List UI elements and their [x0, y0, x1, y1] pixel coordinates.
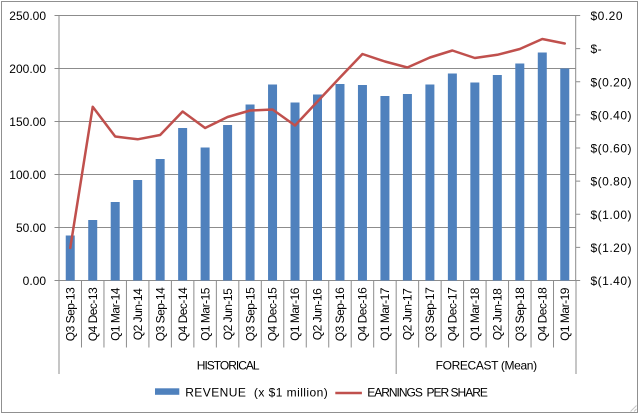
svg-text:$(0.80): $(0.80)	[591, 175, 633, 189]
svg-text:Q1 Mar-17: Q1 Mar-17	[378, 287, 392, 341]
svg-text:Q1 Mar-18: Q1 Mar-18	[468, 287, 482, 341]
svg-text:Q2 Jun-14: Q2 Jun-14	[131, 288, 145, 340]
svg-text:Q4 Dec-18: Q4 Dec-18	[535, 287, 549, 341]
svg-text:Q3 Sep-13: Q3 Sep-13	[63, 287, 77, 341]
svg-text:Q3 Sep-18: Q3 Sep-18	[513, 287, 527, 341]
svg-text:Q4 Dec-13: Q4 Dec-13	[86, 287, 100, 341]
svg-text:Q4 Dec-16: Q4 Dec-16	[356, 287, 370, 341]
svg-text:200.00: 200.00	[9, 62, 46, 76]
svg-text:Q4 Dec-14: Q4 Dec-14	[176, 287, 190, 341]
svg-text:Q1 Mar-15: Q1 Mar-15	[198, 287, 212, 341]
svg-text:Q3 Sep-16: Q3 Sep-16	[333, 287, 347, 341]
svg-text:100.00: 100.00	[9, 168, 46, 182]
svg-text:0.00: 0.00	[23, 274, 47, 288]
svg-text:$0.20: $0.20	[591, 9, 624, 23]
svg-text:Q4 Dec-15: Q4 Dec-15	[266, 287, 280, 341]
svg-text:Q4 Dec-17: Q4 Dec-17	[446, 287, 460, 341]
svg-text:Q2 Jun-17: Q2 Jun-17	[401, 288, 415, 340]
svg-text:$-: $-	[591, 42, 603, 56]
svg-text:Q3 Sep-14: Q3 Sep-14	[153, 287, 167, 341]
svg-text:EARNINGS PER SHARE: EARNINGS PER SHARE	[367, 386, 488, 400]
svg-text:Q1 Mar-14: Q1 Mar-14	[108, 287, 122, 341]
svg-text:$(1.20): $(1.20)	[591, 241, 633, 255]
svg-text:Q3 Sep-15: Q3 Sep-15	[243, 287, 257, 341]
svg-text:FORECAST (Mean): FORECAST (Mean)	[436, 359, 537, 373]
svg-text:150.00: 150.00	[9, 115, 46, 129]
svg-text:$(1.40): $(1.40)	[591, 274, 633, 288]
svg-text:Q3 Sep-17: Q3 Sep-17	[423, 287, 437, 341]
svg-text:$(0.60): $(0.60)	[591, 142, 633, 156]
svg-text:Q1 Mar-16: Q1 Mar-16	[288, 287, 302, 341]
svg-text:HISTORICAL: HISTORICAL	[197, 359, 260, 373]
svg-text:250.00: 250.00	[9, 9, 46, 23]
svg-text:Q2 Jun-15: Q2 Jun-15	[221, 288, 235, 340]
svg-text:REVENUE (x $1 million): REVENUE (x $1 million)	[185, 386, 328, 400]
svg-text:50.00: 50.00	[16, 221, 46, 235]
svg-text:$(1.00): $(1.00)	[591, 208, 633, 222]
svg-text:Q2 Jun-16: Q2 Jun-16	[311, 288, 325, 340]
svg-text:$(0.20): $(0.20)	[591, 75, 633, 89]
svg-text:Q2 Jun-18: Q2 Jun-18	[491, 288, 505, 340]
svg-text:$(0.40): $(0.40)	[591, 108, 633, 122]
svg-text:Q1 Mar-19: Q1 Mar-19	[558, 287, 572, 341]
